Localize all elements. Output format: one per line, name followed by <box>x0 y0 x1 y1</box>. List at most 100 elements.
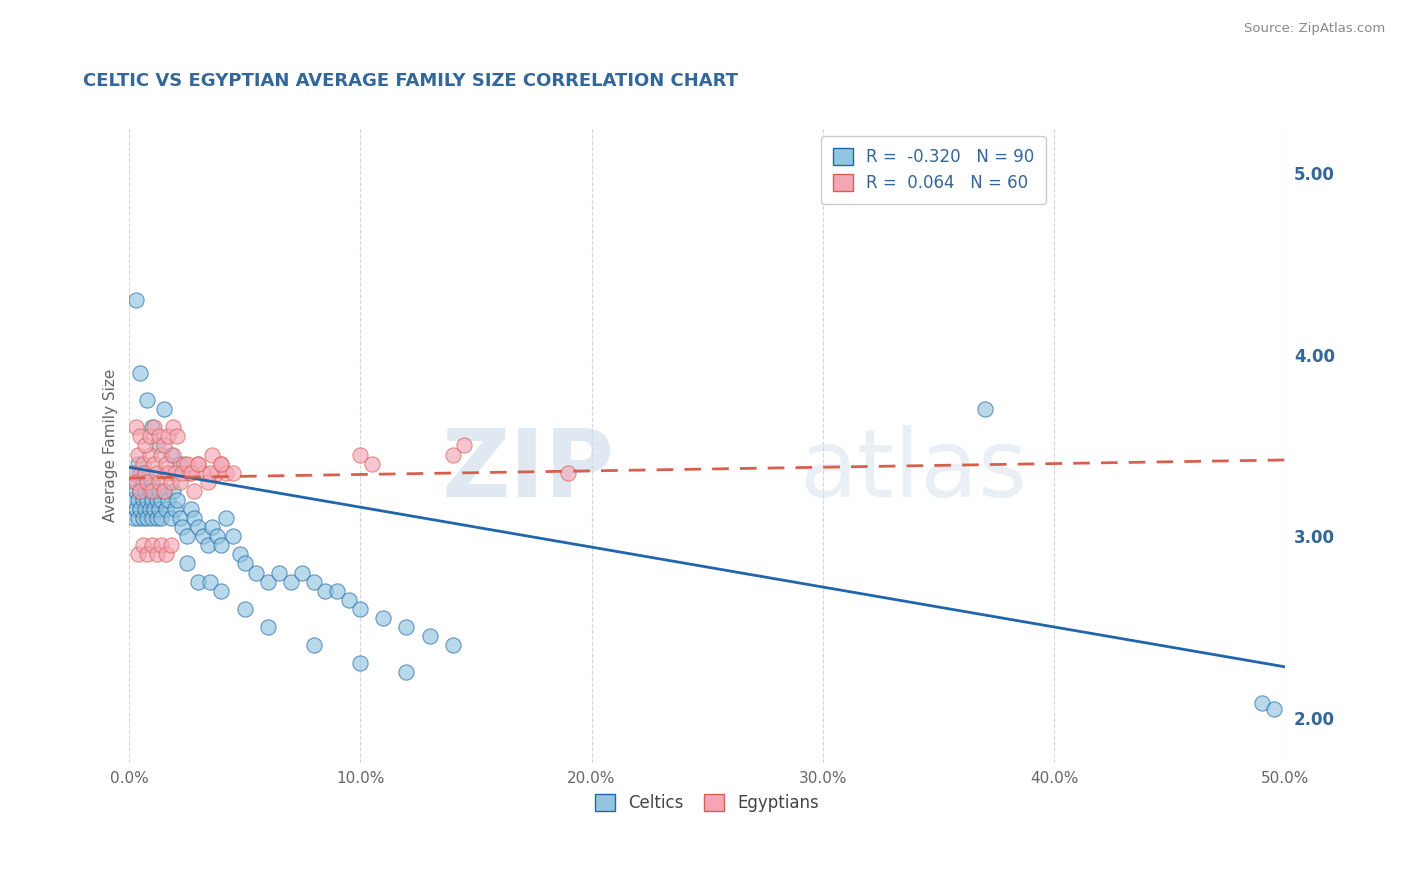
Point <box>326 583 349 598</box>
Point <box>152 483 174 498</box>
Point <box>143 420 166 434</box>
Point <box>1251 696 1274 710</box>
Text: ZIP: ZIP <box>441 425 614 516</box>
Point <box>176 457 198 471</box>
Point <box>150 448 173 462</box>
Point <box>256 574 278 589</box>
Point <box>155 547 177 561</box>
Point <box>145 511 167 525</box>
Point <box>148 429 170 443</box>
Point <box>152 438 174 452</box>
Point <box>134 466 156 480</box>
Point <box>169 475 191 489</box>
Text: Source: ZipAtlas.com: Source: ZipAtlas.com <box>1244 22 1385 36</box>
Point <box>132 511 155 525</box>
Point <box>315 583 337 598</box>
Point <box>129 483 152 498</box>
Point <box>125 475 148 489</box>
Point <box>132 457 155 471</box>
Point <box>157 492 180 507</box>
Text: atlas: atlas <box>800 425 1028 516</box>
Point <box>152 483 174 498</box>
Point <box>1263 701 1285 715</box>
Point <box>120 492 142 507</box>
Point <box>222 529 245 543</box>
Point <box>419 629 441 643</box>
Point <box>256 620 278 634</box>
Point <box>205 466 228 480</box>
Point <box>136 511 159 525</box>
Text: CELTIC VS EGYPTIAN AVERAGE FAMILY SIZE CORRELATION CHART: CELTIC VS EGYPTIAN AVERAGE FAMILY SIZE C… <box>83 71 738 89</box>
Point <box>148 475 170 489</box>
Point <box>169 457 191 471</box>
Point <box>349 602 371 616</box>
Point <box>132 538 155 552</box>
Y-axis label: Average Family Size: Average Family Size <box>103 368 118 522</box>
Point <box>280 574 302 589</box>
Point <box>159 448 181 462</box>
Point <box>143 483 166 498</box>
Point <box>141 511 163 525</box>
Point <box>127 492 149 507</box>
Point <box>127 547 149 561</box>
Point <box>183 511 205 525</box>
Point <box>132 492 155 507</box>
Point <box>291 566 314 580</box>
Point <box>141 420 163 434</box>
Point <box>166 429 188 443</box>
Point <box>557 466 579 480</box>
Point <box>129 466 152 480</box>
Point <box>198 574 221 589</box>
Point <box>127 448 149 462</box>
Point <box>136 492 159 507</box>
Point <box>201 448 224 462</box>
Point <box>136 547 159 561</box>
Point <box>152 402 174 417</box>
Point <box>127 511 149 525</box>
Point <box>136 475 159 489</box>
Point <box>373 611 395 625</box>
Point <box>127 457 149 471</box>
Point <box>191 466 214 480</box>
Point <box>229 547 252 561</box>
Point <box>165 502 187 516</box>
Point <box>973 402 995 417</box>
Point <box>173 457 195 471</box>
Point <box>157 466 180 480</box>
Point <box>125 502 148 516</box>
Point <box>125 483 148 498</box>
Point <box>198 466 221 480</box>
Point <box>215 466 238 480</box>
Point <box>187 574 209 589</box>
Point <box>129 429 152 443</box>
Legend: Celtics, Egyptians: Celtics, Egyptians <box>589 787 825 818</box>
Point <box>132 475 155 489</box>
Point <box>209 457 232 471</box>
Point <box>134 483 156 498</box>
Point <box>166 492 188 507</box>
Point <box>134 466 156 480</box>
Point <box>129 483 152 498</box>
Point <box>157 429 180 443</box>
Point <box>337 592 360 607</box>
Point <box>233 557 256 571</box>
Point <box>136 392 159 407</box>
Point <box>138 502 160 516</box>
Point <box>141 483 163 498</box>
Point <box>165 466 187 480</box>
Point <box>180 502 202 516</box>
Point <box>245 566 267 580</box>
Point <box>201 520 224 534</box>
Point <box>441 448 464 462</box>
Point <box>134 502 156 516</box>
Point <box>145 438 167 452</box>
Point <box>269 566 291 580</box>
Point <box>143 502 166 516</box>
Point <box>222 466 245 480</box>
Point <box>162 483 184 498</box>
Point <box>197 538 219 552</box>
Point <box>138 483 160 498</box>
Point <box>150 511 173 525</box>
Point <box>155 457 177 471</box>
Point <box>395 665 418 680</box>
